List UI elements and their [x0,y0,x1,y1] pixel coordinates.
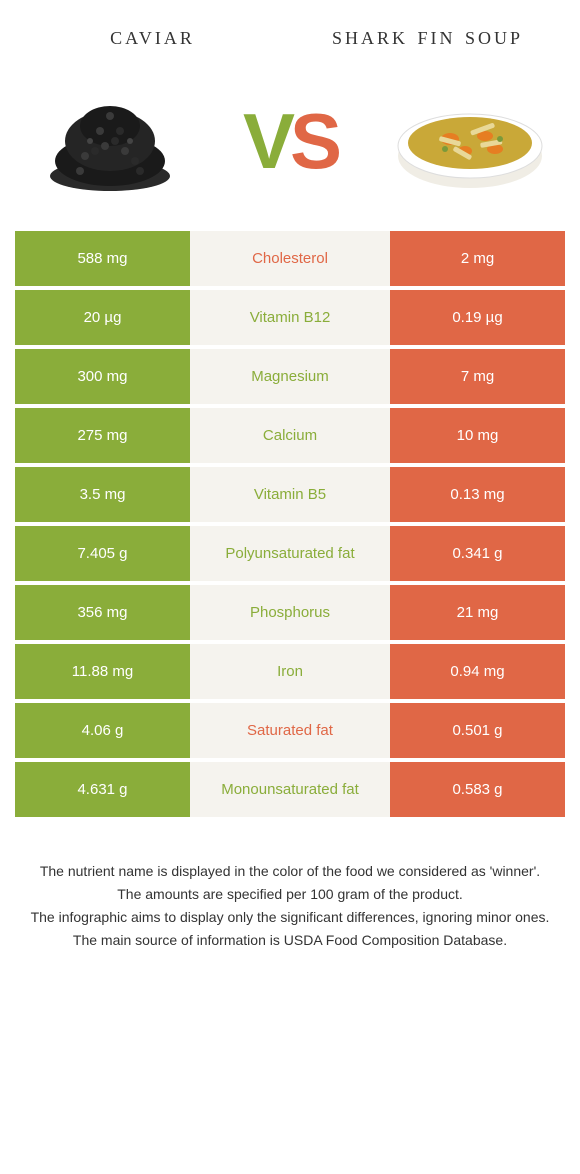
nutrient-table: 588 mgCholesterol2 mg20 µgVitamin B120.1… [0,231,580,817]
table-row: 275 mgCalcium10 mg [15,408,565,463]
table-row: 3.5 mgVitamin B50.13 mg [15,467,565,522]
nutrient-label: Magnesium [190,349,390,404]
nutrient-label: Polyunsaturated fat [190,526,390,581]
nutrient-label: Phosphorus [190,585,390,640]
soup-image [390,76,550,206]
vs-label: VS [243,96,337,187]
footer: The nutrient name is displayed in the co… [0,821,580,973]
nutrient-label: Iron [190,644,390,699]
header-left: caviar [15,20,290,51]
vs-s: S [290,97,337,185]
left-value: 356 mg [15,585,190,640]
footer-line-1: The nutrient name is displayed in the co… [30,861,550,882]
nutrient-label: Vitamin B12 [190,290,390,345]
header-right: shark fin soup [290,20,565,51]
right-value: 2 mg [390,231,565,286]
table-row: 588 mgCholesterol2 mg [15,231,565,286]
left-value: 7.405 g [15,526,190,581]
table-row: 356 mgPhosphorus21 mg [15,585,565,640]
header: caviar shark fin soup [0,0,580,61]
table-row: 4.06 gSaturated fat0.501 g [15,703,565,758]
left-value: 275 mg [15,408,190,463]
left-value: 4.06 g [15,703,190,758]
table-row: 11.88 mgIron0.94 mg [15,644,565,699]
table-row: 7.405 gPolyunsaturated fat0.341 g [15,526,565,581]
footer-line-2: The amounts are specified per 100 gram o… [30,884,550,905]
right-value: 0.341 g [390,526,565,581]
right-value: 10 mg [390,408,565,463]
right-value: 0.583 g [390,762,565,817]
nutrient-label: Cholesterol [190,231,390,286]
right-value: 0.94 mg [390,644,565,699]
right-value: 21 mg [390,585,565,640]
left-value: 11.88 mg [15,644,190,699]
right-value: 0.13 mg [390,467,565,522]
footer-line-4: The main source of information is USDA F… [30,930,550,951]
nutrient-label: Saturated fat [190,703,390,758]
left-value: 588 mg [15,231,190,286]
right-value: 7 mg [390,349,565,404]
right-value: 0.19 µg [390,290,565,345]
left-value: 4.631 g [15,762,190,817]
caviar-image [30,76,190,206]
left-value: 3.5 mg [15,467,190,522]
table-row: 20 µgVitamin B120.19 µg [15,290,565,345]
left-food-title: caviar [15,20,290,51]
footer-line-3: The infographic aims to display only the… [30,907,550,928]
nutrient-label: Vitamin B5 [190,467,390,522]
left-value: 20 µg [15,290,190,345]
vs-v: V [243,97,290,185]
right-food-title: shark fin soup [290,20,565,51]
nutrient-label: Monounsaturated fat [190,762,390,817]
table-row: 4.631 gMonounsaturated fat0.583 g [15,762,565,817]
table-row: 300 mgMagnesium7 mg [15,349,565,404]
images-row: VS [0,61,580,231]
left-value: 300 mg [15,349,190,404]
nutrient-label: Calcium [190,408,390,463]
right-value: 0.501 g [390,703,565,758]
